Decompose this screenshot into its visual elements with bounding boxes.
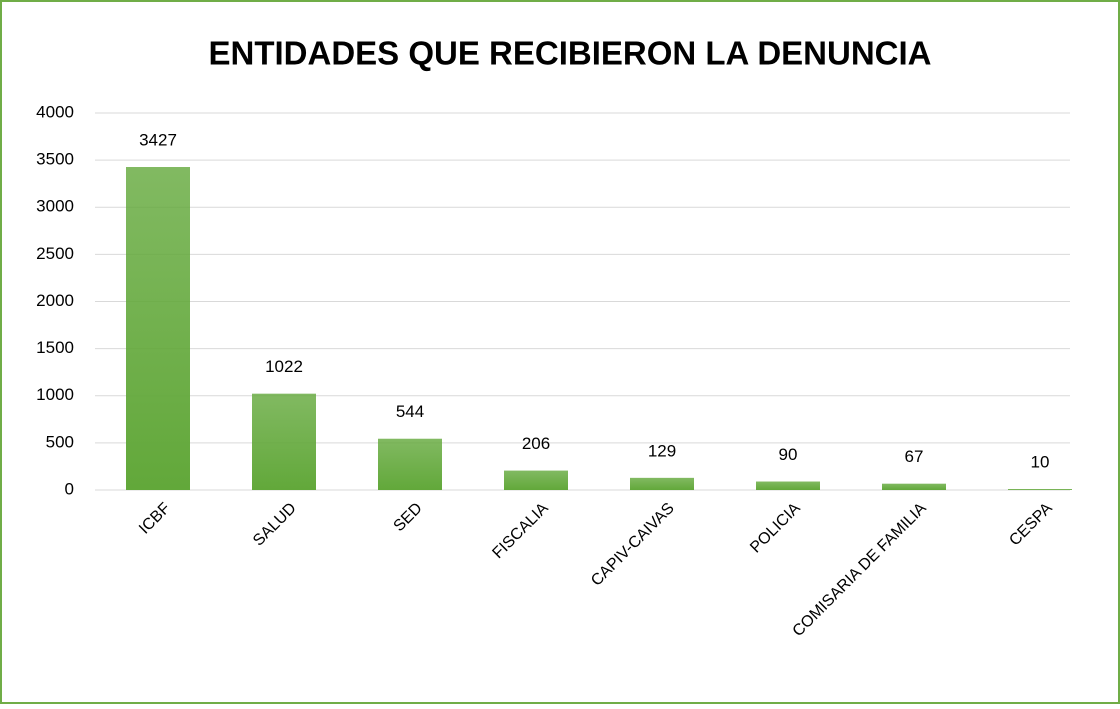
data-label: 10: [1031, 453, 1050, 472]
y-tick-label: 2500: [36, 244, 74, 263]
data-label: 129: [648, 441, 676, 460]
y-tick-label: 3500: [36, 150, 74, 169]
y-tick-label: 0: [65, 479, 74, 498]
data-label: 206: [522, 434, 550, 453]
data-label: 67: [905, 447, 924, 466]
bar: [126, 167, 190, 490]
bar: [630, 477, 694, 490]
y-tick-label: 1500: [36, 338, 74, 357]
bar: [378, 438, 442, 490]
y-tick-label: 2000: [36, 291, 74, 310]
bar: [252, 393, 316, 490]
y-tick-label: 4000: [36, 102, 74, 121]
chart-title: ENTIDADES QUE RECIBIERON LA DENUNCIA: [209, 35, 932, 72]
data-label: 3427: [139, 130, 177, 149]
bar: [504, 470, 568, 490]
data-label: 544: [396, 402, 424, 421]
data-label: 1022: [265, 357, 303, 376]
data-label: 90: [779, 445, 798, 464]
y-tick-label: 500: [46, 432, 74, 451]
bar: [756, 481, 820, 490]
y-tick-label: 3000: [36, 197, 74, 216]
bar: [1008, 489, 1072, 490]
bar: [882, 483, 946, 490]
y-tick-label: 1000: [36, 385, 74, 404]
